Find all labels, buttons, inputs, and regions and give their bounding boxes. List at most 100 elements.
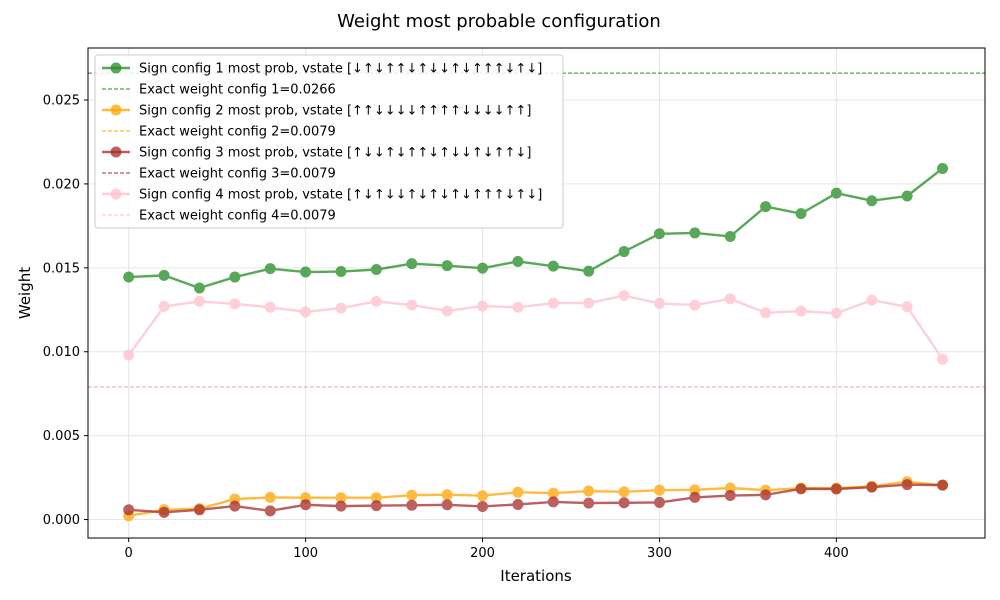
data-point bbox=[901, 301, 913, 313]
data-point bbox=[547, 297, 559, 309]
data-point bbox=[406, 489, 418, 501]
data-point bbox=[264, 505, 276, 517]
data-point bbox=[264, 491, 276, 503]
data-point bbox=[618, 486, 630, 498]
data-point bbox=[441, 305, 453, 317]
series-config-2 bbox=[123, 476, 949, 522]
legend-item-series-2: Sign config 2 most prob, vstate [↑↑↓↓↓↓↑… bbox=[102, 104, 531, 119]
data-point bbox=[300, 266, 312, 278]
data-point bbox=[583, 265, 595, 277]
data-point bbox=[689, 227, 701, 239]
data-point bbox=[512, 486, 524, 498]
data-point bbox=[830, 483, 842, 495]
legend-marker-swatch bbox=[110, 188, 122, 200]
data-point bbox=[512, 255, 524, 267]
series-config-1 bbox=[123, 162, 949, 294]
data-point bbox=[229, 298, 241, 310]
data-point bbox=[441, 489, 453, 501]
data-point bbox=[724, 230, 736, 242]
data-point bbox=[512, 301, 524, 313]
data-point bbox=[760, 307, 772, 319]
data-point bbox=[406, 299, 418, 311]
legend-item-exact-4: Exact weight config 4=0.0079 bbox=[102, 209, 336, 224]
legend-label: Sign config 2 most prob, vstate [↑↑↓↓↓↓↑… bbox=[139, 104, 531, 119]
data-point bbox=[441, 499, 453, 511]
data-point bbox=[724, 490, 736, 502]
data-point bbox=[477, 300, 489, 312]
data-point bbox=[406, 258, 418, 270]
data-point bbox=[335, 492, 347, 504]
data-point bbox=[618, 246, 630, 258]
y-axis-ticks: 0.000 0.005 0.010 0.015 0.020 0.025 bbox=[43, 94, 88, 528]
data-point bbox=[866, 481, 878, 493]
data-point bbox=[724, 482, 736, 494]
data-point bbox=[866, 195, 878, 207]
data-point bbox=[477, 500, 489, 512]
data-point bbox=[229, 271, 241, 283]
data-point bbox=[901, 479, 913, 491]
data-point bbox=[937, 353, 949, 365]
data-point bbox=[370, 500, 382, 512]
data-point bbox=[300, 499, 312, 511]
data-point bbox=[123, 271, 135, 283]
legend-label: Exact weight config 4=0.0079 bbox=[139, 209, 336, 224]
data-point bbox=[370, 264, 382, 276]
data-point bbox=[477, 262, 489, 274]
data-point bbox=[795, 483, 807, 495]
legend: Sign config 1 most prob, vstate [↓↑↓↑↑↓↑… bbox=[94, 54, 564, 229]
plot-frame bbox=[87, 47, 986, 539]
legend-box bbox=[94, 54, 564, 229]
x-tick-label: 300 bbox=[647, 546, 672, 561]
legend-label: Exact weight config 3=0.0079 bbox=[139, 167, 336, 182]
data-point bbox=[264, 301, 276, 313]
data-point bbox=[335, 500, 347, 512]
data-point bbox=[795, 208, 807, 220]
data-point bbox=[512, 498, 524, 510]
data-point bbox=[689, 491, 701, 503]
series-line bbox=[128, 167, 944, 290]
data-point bbox=[406, 499, 418, 511]
data-point bbox=[689, 299, 701, 311]
x-tick-label: 100 bbox=[293, 546, 318, 561]
data-point bbox=[653, 228, 665, 240]
data-point bbox=[477, 490, 489, 502]
data-point bbox=[547, 260, 559, 272]
reference-lines bbox=[88, 72, 985, 388]
y-axis-label: Weight bbox=[16, 267, 34, 319]
data-point bbox=[653, 484, 665, 496]
legend-label: Sign config 3 most prob, vstate [↑↓↓↑↓↑↑… bbox=[139, 146, 531, 161]
data-point bbox=[335, 266, 347, 278]
legend-marker-swatch bbox=[110, 104, 122, 116]
y-tick-label: 0.015 bbox=[43, 261, 80, 276]
x-axis-label: Iterations bbox=[500, 567, 572, 585]
data-point bbox=[583, 485, 595, 497]
legend-label: Sign config 4 most prob, vstate [↑↓↑↓↓↑↓… bbox=[139, 188, 542, 203]
y-tick-label: 0.005 bbox=[43, 429, 80, 444]
data-point bbox=[158, 506, 170, 518]
series-line bbox=[127, 294, 944, 360]
data-point bbox=[547, 487, 559, 499]
legend-marker-swatch bbox=[110, 146, 122, 158]
legend-label: Exact weight config 1=0.0266 bbox=[139, 83, 336, 98]
data-point bbox=[335, 302, 347, 314]
legend-label: Exact weight config 2=0.0079 bbox=[139, 125, 336, 140]
data-point bbox=[618, 290, 630, 302]
data-point bbox=[937, 479, 949, 491]
data-point bbox=[618, 497, 630, 509]
y-tick-label: 0.000 bbox=[43, 513, 80, 528]
x-tick-label: 400 bbox=[824, 546, 849, 561]
data-point bbox=[830, 187, 842, 199]
legend-item-series-1: Sign config 1 most prob, vstate [↓↑↓↑↑↓↑… bbox=[102, 62, 542, 77]
legend-item-series-4: Sign config 4 most prob, vstate [↑↓↑↓↓↑↓… bbox=[102, 188, 542, 203]
series-config-3 bbox=[123, 479, 949, 518]
legend-marker-swatch bbox=[110, 62, 122, 74]
data-point bbox=[123, 349, 135, 361]
data-point bbox=[724, 293, 736, 305]
x-axis-ticks: 0 100 200 300 400 bbox=[125, 538, 849, 561]
legend-item-exact-2: Exact weight config 2=0.0079 bbox=[102, 125, 336, 140]
data-point bbox=[653, 297, 665, 309]
data-point bbox=[300, 306, 312, 318]
x-tick-label: 0 bbox=[125, 546, 133, 561]
data-point bbox=[760, 201, 772, 213]
